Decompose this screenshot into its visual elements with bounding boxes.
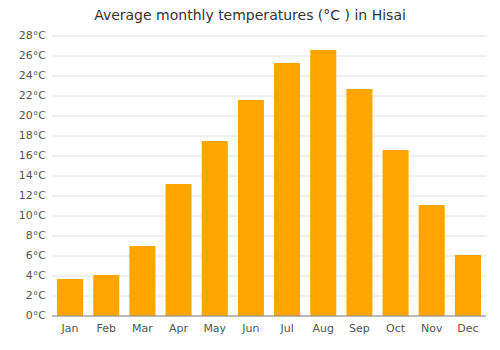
y-axis: 0°C 2°C 4°C 6°C 8°C 10°C 12°C 14°C 16°C 18°C 20°C 2… — [19, 29, 46, 322]
y-tick-label: 10°C — [19, 209, 46, 222]
grid-line — [52, 136, 486, 137]
x-tick-label: Dec — [457, 322, 478, 335]
bar — [310, 50, 336, 316]
grid — [52, 36, 486, 316]
y-tick-label: 6°C — [26, 249, 46, 262]
grid-line — [52, 56, 486, 57]
grid-line — [52, 156, 486, 157]
y-tick-label: 16°C — [19, 149, 46, 162]
y-tick-label: 8°C — [26, 229, 46, 242]
chart-svg: 0°C 2°C 4°C 6°C 8°C 10°C 12°C 14°C 16°C 18°C 20°C 2… — [0, 0, 500, 350]
grid-line — [52, 116, 486, 117]
x-tick-label: Mar — [132, 322, 153, 335]
x-tick-label: Jun — [241, 322, 259, 335]
grid-line — [52, 96, 486, 97]
x-axis: Jan Feb Mar Apr May Jun Jul Aug Sep Oct Nov Dec — [52, 316, 486, 335]
y-tick-label: 4°C — [26, 269, 46, 282]
bar — [455, 255, 481, 316]
y-tick-label: 22°C — [19, 89, 46, 102]
x-tick-label: Jan — [61, 322, 79, 335]
bar — [202, 141, 228, 316]
y-tick-label: 18°C — [19, 129, 46, 142]
x-tick-label: Aug — [313, 322, 334, 335]
y-tick-label: 14°C — [19, 169, 46, 182]
y-tick-label: 2°C — [26, 289, 46, 302]
bar — [274, 63, 300, 316]
y-tick-label: 26°C — [19, 49, 46, 62]
bar — [238, 100, 264, 316]
bar — [419, 205, 445, 316]
bar — [129, 246, 155, 316]
x-tick-label: Apr — [169, 322, 189, 335]
y-tick-label: 20°C — [19, 109, 46, 122]
y-tick-label: 0°C — [26, 309, 46, 322]
grid-line — [52, 76, 486, 77]
x-tick-label: Sep — [349, 322, 370, 335]
bar — [166, 184, 192, 316]
chart-container: 0°C 2°C 4°C 6°C 8°C 10°C 12°C 14°C 16°C 18°C 20°C 2… — [0, 0, 500, 350]
bar — [93, 275, 119, 316]
bar — [383, 150, 409, 316]
grid-line — [52, 176, 486, 177]
grid-line — [52, 196, 486, 197]
x-tick-label: May — [203, 322, 226, 335]
y-tick-label: 24°C — [19, 69, 46, 82]
x-tick-label: Nov — [421, 322, 443, 335]
x-tick-label: Feb — [97, 322, 116, 335]
x-tick-label: Oct — [386, 322, 406, 335]
x-axis-line — [52, 316, 486, 317]
bar — [346, 89, 372, 316]
bar — [57, 279, 83, 316]
bars — [57, 50, 481, 316]
x-tick-label: Jul — [279, 322, 293, 335]
grid-line — [52, 316, 486, 317]
title: Average monthly temperatures (°C ) in Hi… — [94, 7, 406, 23]
grid-line — [52, 36, 486, 37]
y-tick-label: 28°C — [19, 29, 46, 42]
y-tick-label: 12°C — [19, 189, 46, 202]
